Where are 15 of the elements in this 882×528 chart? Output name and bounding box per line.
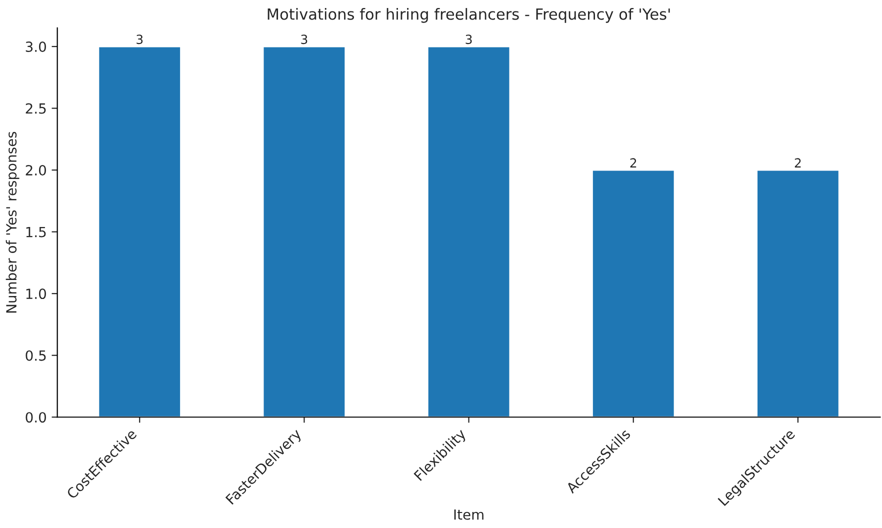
y-axis-title: Number of 'Yes' responses: [6, 132, 20, 313]
y-tick-label: 2.5: [26, 103, 46, 114]
y-tick-label: 0.5: [26, 350, 46, 361]
y-tick-label: 3.0: [26, 41, 46, 52]
data-label: 3: [301, 34, 308, 44]
data-label: 3: [466, 34, 472, 44]
y-tick-label: 1.5: [26, 226, 46, 238]
data-label: 2: [630, 158, 636, 168]
data-label: 2: [794, 158, 801, 168]
x-axis-title: Item: [454, 509, 484, 520]
y-tick-label: 1.0: [26, 288, 46, 300]
y-tick-label: 0.0: [26, 412, 46, 423]
y-tick-label: 2.0: [26, 165, 46, 176]
data-label: 3: [136, 34, 143, 44]
chart-title: Motivations for hiring freelancers - Frequency of 'Yes': [268, 8, 670, 23]
